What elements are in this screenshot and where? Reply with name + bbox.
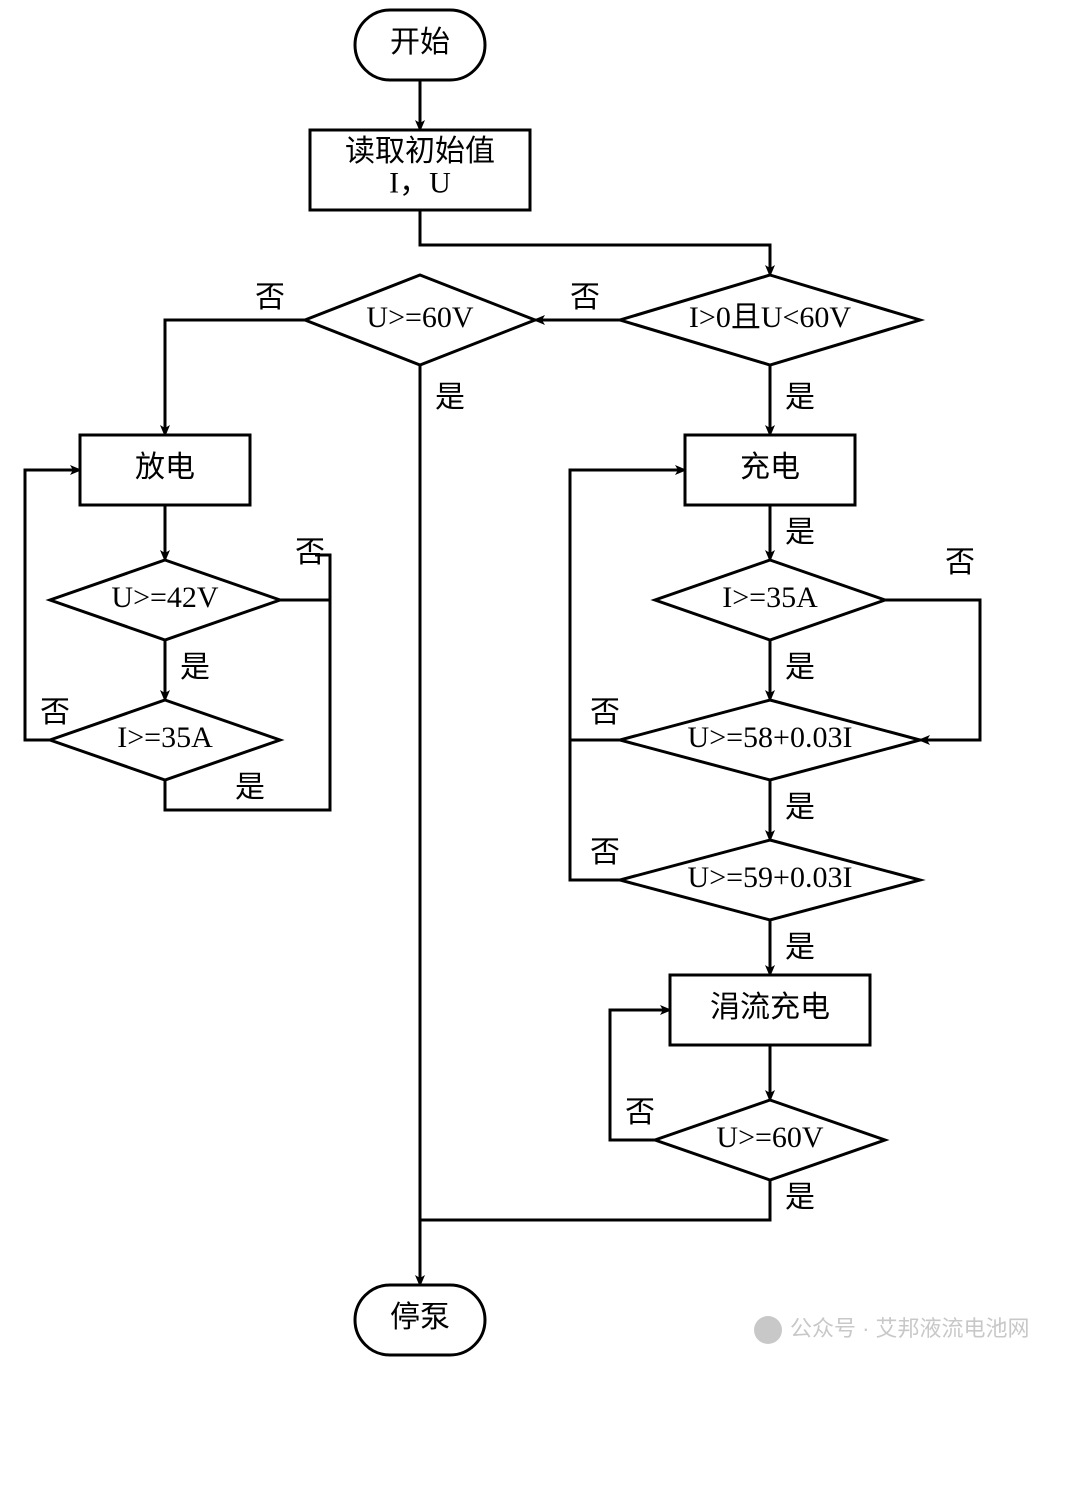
edge bbox=[420, 1180, 770, 1285]
node-label: I>=35A bbox=[117, 721, 213, 754]
node-label: 开始 bbox=[390, 26, 450, 59]
node-d_i35r: I>=35A bbox=[655, 560, 885, 640]
node-read: 读取初始值I，U bbox=[310, 130, 530, 210]
node-label: U>=60V bbox=[716, 1121, 824, 1154]
edge-label: 是 bbox=[235, 771, 265, 804]
edge-label: 是 bbox=[180, 651, 210, 684]
edge bbox=[885, 600, 980, 740]
edge-label: 否 bbox=[590, 696, 620, 729]
edge-label: 否 bbox=[590, 836, 620, 869]
watermark: 公众号 · 艾邦液流电池网 bbox=[754, 1316, 1030, 1344]
flowchart-container: 否是否是是否否是是否是否是否是否是开始读取初始值I，UI>0且U<60VU>=6… bbox=[0, 0, 1080, 1507]
edge-label: 是 bbox=[785, 931, 815, 964]
node-stop: 停泵 bbox=[355, 1285, 485, 1355]
node-d_u42: U>=42V bbox=[50, 560, 280, 640]
node-start: 开始 bbox=[355, 10, 485, 80]
node-d_i0u60: I>0且U<60V bbox=[620, 275, 920, 365]
edge-label: 否 bbox=[945, 546, 975, 579]
edge-label: 是 bbox=[785, 516, 815, 549]
node-label: 放电 bbox=[135, 451, 195, 484]
node-label: I，U bbox=[389, 167, 451, 200]
edge-label: 是 bbox=[785, 381, 815, 414]
node-label: U>=59+0.03I bbox=[688, 861, 853, 894]
node-label: U>=60V bbox=[366, 301, 474, 334]
edge-label: 是 bbox=[785, 1181, 815, 1214]
node-label: I>=35A bbox=[722, 581, 818, 614]
flowchart-svg: 否是否是是否否是是否是否是否是否是开始读取初始值I，UI>0且U<60VU>=6… bbox=[0, 0, 1080, 1507]
node-charge: 充电 bbox=[685, 435, 855, 505]
edge-label: 是 bbox=[435, 381, 465, 414]
node-label: 涓流充电 bbox=[710, 991, 830, 1024]
edge-label: 否 bbox=[255, 281, 285, 314]
edge-label: 否 bbox=[40, 696, 70, 729]
edge bbox=[165, 320, 305, 435]
node-d_u59: U>=59+0.03I bbox=[620, 840, 920, 920]
node-d_i35l: I>=35A bbox=[50, 700, 280, 780]
wechat-icon bbox=[754, 1316, 782, 1344]
edge-label: 是 bbox=[785, 651, 815, 684]
watermark-text: 公众号 · 艾邦液流电池网 bbox=[790, 1316, 1030, 1341]
node-trickle: 涓流充电 bbox=[670, 975, 870, 1045]
edge-label: 否 bbox=[570, 281, 600, 314]
node-d_u60b: U>=60V bbox=[655, 1100, 885, 1180]
node-discharge: 放电 bbox=[80, 435, 250, 505]
node-label: 充电 bbox=[740, 451, 800, 484]
node-d_u60: U>=60V bbox=[305, 275, 535, 365]
node-label: U>=42V bbox=[111, 581, 219, 614]
node-label: U>=58+0.03I bbox=[688, 721, 853, 754]
edges-layer: 否是否是是否否是是否是否是否是否是 bbox=[25, 80, 980, 1285]
edge-label: 否 bbox=[295, 536, 325, 569]
node-label: 读取初始值 bbox=[345, 135, 495, 168]
node-label: I>0且U<60V bbox=[689, 301, 851, 334]
edge bbox=[420, 210, 770, 275]
edge-label: 否 bbox=[625, 1096, 655, 1129]
node-d_u58: U>=58+0.03I bbox=[620, 700, 920, 780]
node-label: 停泵 bbox=[390, 1301, 450, 1334]
edge-label: 是 bbox=[785, 791, 815, 824]
